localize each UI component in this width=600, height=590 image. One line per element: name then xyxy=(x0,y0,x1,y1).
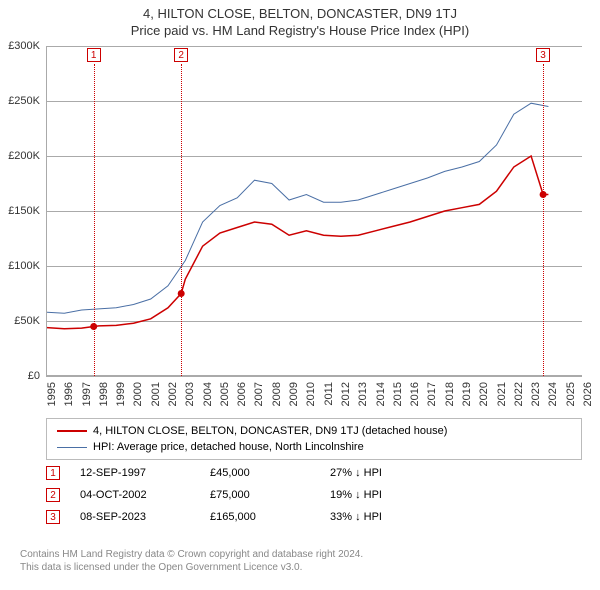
chart-container: 4, HILTON CLOSE, BELTON, DONCASTER, DN9 … xyxy=(0,0,600,590)
annotation-line xyxy=(543,64,544,376)
x-tick-label: 1998 xyxy=(98,382,110,406)
marker-row: 1 12-SEP-1997£45,00027% ↓ HPI xyxy=(46,462,582,484)
x-tick-label: 1999 xyxy=(115,382,127,406)
footer: Contains HM Land Registry data © Crown c… xyxy=(20,548,580,574)
marker-price: £75,000 xyxy=(210,489,330,501)
legend-swatch-hpi xyxy=(57,447,87,448)
y-tick-label: £250K xyxy=(8,95,40,107)
legend-swatch-property xyxy=(57,430,87,432)
y-tick-label: £150K xyxy=(8,205,40,217)
y-tick-label: £300K xyxy=(8,40,40,52)
legend-row-hpi: HPI: Average price, detached house, Nort… xyxy=(57,439,571,455)
x-tick-label: 2006 xyxy=(236,382,248,406)
y-tick-label: £0 xyxy=(28,370,40,382)
x-tick-label: 1995 xyxy=(46,382,58,406)
legend-label-property: 4, HILTON CLOSE, BELTON, DONCASTER, DN9 … xyxy=(93,425,447,437)
footer-line-1: Contains HM Land Registry data © Crown c… xyxy=(20,548,580,561)
x-tick-label: 2015 xyxy=(392,382,404,406)
plot-area: 1 2 3 xyxy=(46,46,582,376)
legend-label-hpi: HPI: Average price, detached house, Nort… xyxy=(93,441,364,453)
y-tick-label: £50K xyxy=(14,315,40,327)
x-tick-label: 2014 xyxy=(375,382,387,406)
x-tick-label: 2007 xyxy=(253,382,265,406)
marker-num-box: 2 xyxy=(46,488,60,502)
x-tick-label: 2000 xyxy=(132,382,144,406)
legend-row-property: 4, HILTON CLOSE, BELTON, DONCASTER, DN9 … xyxy=(57,423,571,439)
x-tick-label: 2017 xyxy=(426,382,438,406)
x-tick-label: 2018 xyxy=(444,382,456,406)
marker-diff: 33% ↓ HPI xyxy=(330,511,382,523)
y-axis: £0£50K£100K£150K£200K£250K£300K xyxy=(0,46,44,376)
chart-title-main: 4, HILTON CLOSE, BELTON, DONCASTER, DN9 … xyxy=(0,0,600,21)
marker-date: 04-OCT-2002 xyxy=(80,489,210,501)
series-line-hpi xyxy=(47,103,548,313)
x-tick-label: 2002 xyxy=(167,382,179,406)
x-tick-label: 2001 xyxy=(150,382,162,406)
x-tick-label: 2026 xyxy=(582,382,594,406)
x-tick-label: 1996 xyxy=(63,382,75,406)
marker-row: 2 04-OCT-2002£75,00019% ↓ HPI xyxy=(46,484,582,506)
marker-num-box: 1 xyxy=(46,466,60,480)
y-tick-label: £100K xyxy=(8,260,40,272)
annotation-line xyxy=(94,64,95,376)
x-tick-label: 2023 xyxy=(530,382,542,406)
x-tick-label: 2024 xyxy=(547,382,559,406)
marker-diff: 27% ↓ HPI xyxy=(330,467,382,479)
footer-line-2: This data is licensed under the Open Gov… xyxy=(20,561,580,574)
x-tick-label: 2010 xyxy=(305,382,317,406)
x-tick-label: 2013 xyxy=(357,382,369,406)
x-tick-label: 2019 xyxy=(461,382,473,406)
x-tick-label: 2020 xyxy=(478,382,490,406)
annotation-box: 2 xyxy=(174,48,188,62)
x-tick-label: 2005 xyxy=(219,382,231,406)
x-tick-label: 2021 xyxy=(496,382,508,406)
legend-box: 4, HILTON CLOSE, BELTON, DONCASTER, DN9 … xyxy=(46,418,582,460)
gridline xyxy=(46,376,582,377)
x-tick-label: 2003 xyxy=(184,382,196,406)
annotation-box: 3 xyxy=(536,48,550,62)
marker-price: £165,000 xyxy=(210,511,330,523)
marker-row: 3 08-SEP-2023£165,00033% ↓ HPI xyxy=(46,506,582,528)
x-tick-label: 2025 xyxy=(565,382,577,406)
x-tick-label: 2022 xyxy=(513,382,525,406)
x-tick-label: 2009 xyxy=(288,382,300,406)
marker-date: 12-SEP-1997 xyxy=(80,467,210,479)
x-axis: 1995 1996 1997 1998 1999 2000 2001 2002 2003 2004… xyxy=(46,378,582,418)
marker-table: 1 12-SEP-1997£45,00027% ↓ HPI 2 04-OCT-2002… xyxy=(46,462,582,528)
marker-num-box: 3 xyxy=(46,510,60,524)
plot-svg xyxy=(47,46,583,376)
annotation-line xyxy=(181,64,182,376)
x-tick-label: 2008 xyxy=(271,382,283,406)
x-tick-label: 2011 xyxy=(323,382,335,406)
series-line-property xyxy=(47,156,548,329)
x-tick-label: 2012 xyxy=(340,382,352,406)
x-tick-label: 1997 xyxy=(81,382,93,406)
annotation-box: 1 xyxy=(87,48,101,62)
chart-title-sub: Price paid vs. HM Land Registry's House … xyxy=(0,21,600,42)
x-tick-label: 2004 xyxy=(202,382,214,406)
x-tick-label: 2016 xyxy=(409,382,421,406)
marker-price: £45,000 xyxy=(210,467,330,479)
marker-diff: 19% ↓ HPI xyxy=(330,489,382,501)
marker-date: 08-SEP-2023 xyxy=(80,511,210,523)
y-tick-label: £200K xyxy=(8,150,40,162)
